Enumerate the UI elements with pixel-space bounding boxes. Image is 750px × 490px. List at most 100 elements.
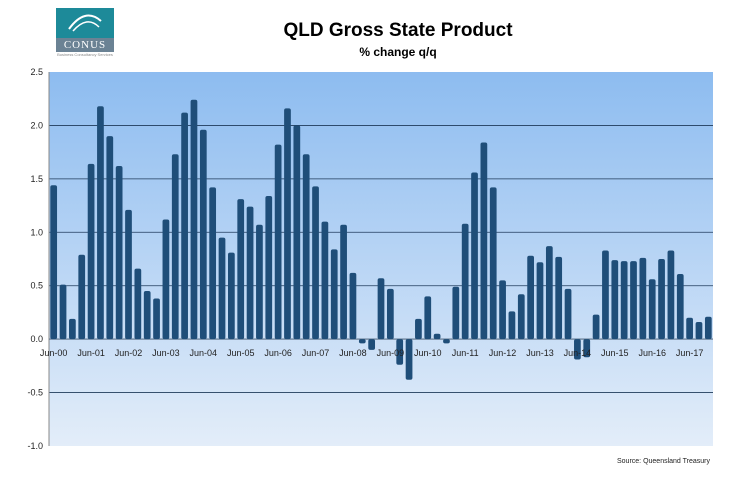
bar — [69, 318, 76, 340]
logo-name: CONUS — [56, 38, 114, 52]
bar — [97, 106, 104, 340]
bar — [302, 154, 310, 340]
bar — [181, 112, 188, 340]
bar — [199, 129, 207, 340]
x-tick-label: Jun-04 — [190, 348, 218, 358]
x-tick-label: Jun-08 — [339, 348, 367, 358]
x-tick-label: Jun-12 — [489, 348, 517, 358]
y-tick-label: -1.0 — [27, 441, 43, 451]
bar — [377, 278, 385, 340]
bar — [452, 286, 460, 340]
bar — [349, 272, 357, 340]
bar — [480, 142, 488, 340]
x-tick-label: Jun-16 — [638, 348, 666, 358]
conus-logo: CONUS Business Consultancy Services — [56, 8, 114, 62]
bar — [639, 257, 647, 340]
bar — [386, 288, 394, 340]
bar — [162, 219, 170, 340]
bar — [592, 314, 600, 340]
x-tick-label: Jun-02 — [115, 348, 143, 358]
x-tick-label: Jun-13 — [526, 348, 554, 358]
bar — [171, 154, 179, 340]
logo-tagline: Business Consultancy Services — [57, 52, 113, 57]
bar — [256, 224, 263, 340]
bar — [59, 284, 67, 340]
bar — [330, 249, 338, 340]
bar — [489, 187, 497, 340]
bar — [630, 261, 637, 340]
bar — [461, 223, 469, 340]
x-tick-label: Jun-17 — [676, 348, 704, 358]
bar — [218, 237, 226, 340]
bar — [227, 252, 235, 340]
bar — [508, 311, 516, 340]
bar — [368, 339, 376, 350]
bar — [433, 333, 441, 340]
bar — [536, 262, 544, 340]
bar — [527, 255, 535, 340]
x-tick-label: Jun-03 — [152, 348, 180, 358]
bar — [424, 296, 432, 340]
y-tick-label: -0.5 — [27, 388, 43, 398]
y-tick-label: 0.5 — [30, 281, 43, 291]
bar — [115, 166, 123, 340]
bar — [686, 317, 693, 340]
y-tick-label: 2.0 — [30, 120, 43, 130]
bar — [143, 291, 151, 340]
bar — [190, 99, 198, 340]
bar — [676, 273, 684, 340]
bar — [246, 206, 254, 340]
bar — [471, 172, 478, 340]
bar — [611, 260, 619, 340]
x-tick-label: Jun-09 — [377, 348, 405, 358]
bar — [415, 318, 422, 340]
bar — [704, 316, 712, 340]
chart-subtitle: % change q/q — [359, 45, 437, 59]
logo-emblem-icon — [56, 8, 114, 38]
x-tick-label: Jun-15 — [601, 348, 629, 358]
bar — [396, 339, 404, 365]
x-tick-label: Jun-14 — [564, 348, 592, 358]
plot-area — [49, 72, 713, 446]
x-tick-label: Jun-07 — [302, 348, 330, 358]
bar — [499, 280, 506, 340]
bar — [358, 339, 366, 344]
y-tick-label: 2.5 — [30, 67, 43, 77]
bar — [658, 259, 665, 340]
bar — [517, 294, 525, 340]
bar — [648, 279, 656, 340]
y-tick-label: 1.5 — [30, 174, 43, 184]
bar — [87, 163, 95, 340]
y-tick-label: 1.0 — [30, 227, 43, 237]
y-tick-label: 0.0 — [30, 334, 43, 344]
bar — [583, 339, 591, 358]
bar — [125, 209, 132, 340]
x-tick-label: Jun-00 — [40, 348, 68, 358]
bar — [274, 144, 282, 340]
source-note: Source: Queensland Treasury — [617, 458, 710, 465]
bar — [667, 250, 675, 340]
bar — [312, 186, 319, 340]
bar — [620, 261, 628, 340]
bar — [237, 199, 245, 340]
x-tick-label: Jun-10 — [414, 348, 442, 358]
x-tick-label: Jun-06 — [264, 348, 292, 358]
x-tick-label: Jun-11 — [452, 348, 479, 358]
bar — [695, 322, 703, 340]
bar — [443, 339, 450, 344]
bar — [153, 298, 160, 340]
bar — [293, 125, 301, 340]
bar — [284, 108, 291, 340]
bar — [50, 185, 58, 340]
bar — [555, 256, 563, 340]
bar — [78, 254, 86, 340]
bar — [106, 136, 114, 340]
x-tick-label: Jun-01 — [77, 348, 105, 358]
bar — [545, 246, 553, 340]
bar — [574, 339, 581, 360]
bar — [564, 288, 572, 340]
bar — [340, 224, 347, 340]
bar — [209, 187, 217, 340]
chart-title: QLD Gross State Product — [283, 20, 513, 41]
